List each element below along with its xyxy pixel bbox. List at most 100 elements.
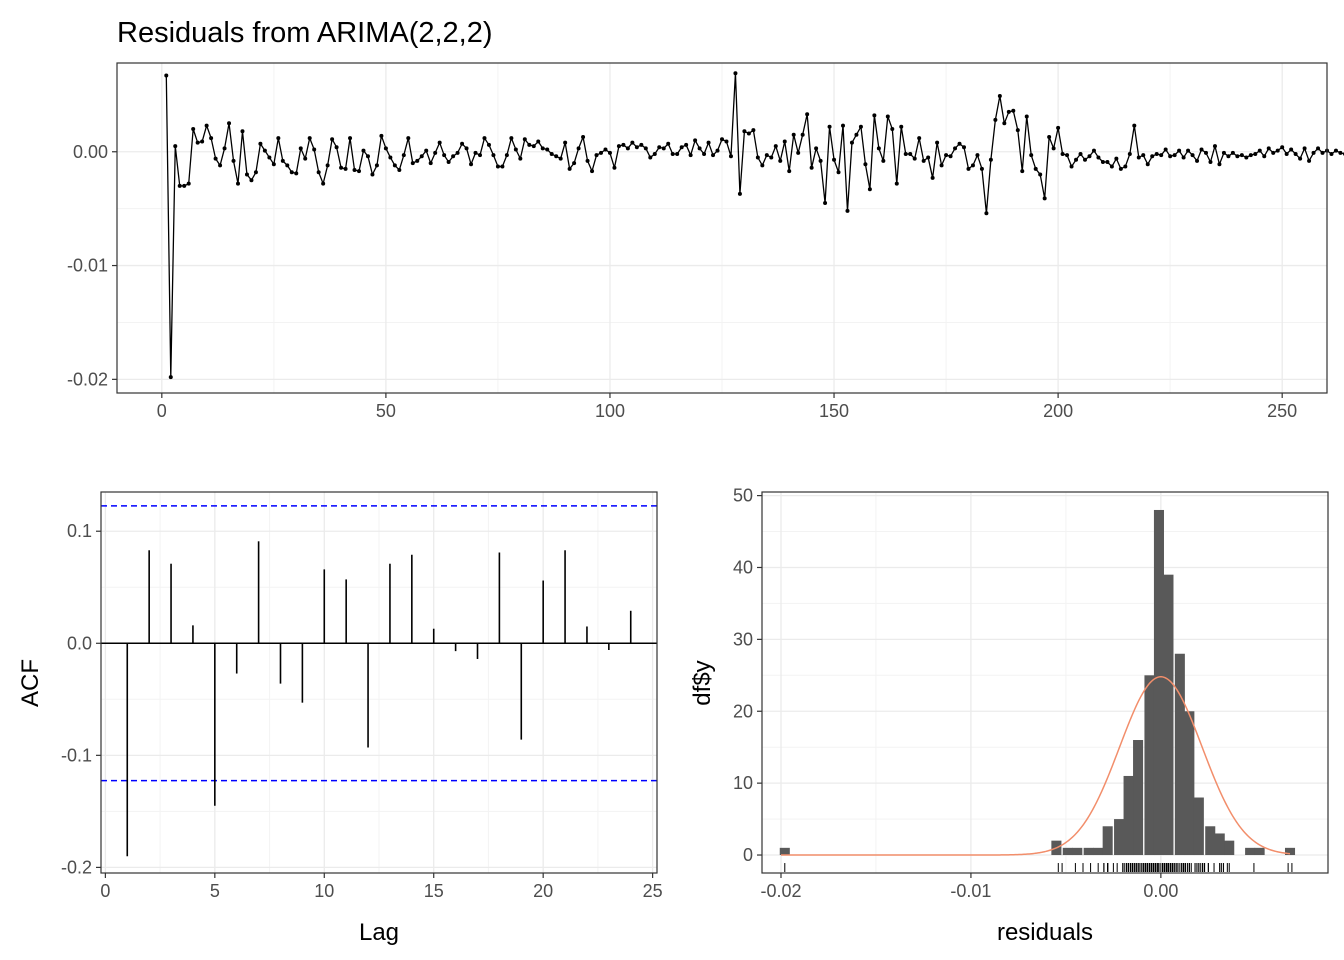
residual-point [1114,157,1118,161]
residual-point [1011,109,1015,113]
y-tick-label: -0.02 [67,369,108,389]
residual-point [218,163,222,167]
x-tick-label: 0.00 [1143,881,1178,901]
residual-point [335,145,339,149]
residual-point [236,182,240,186]
histogram-bar [1114,819,1124,855]
histogram-bar [1224,841,1234,855]
residual-point [733,71,737,75]
y-tick-label: 0.0 [67,633,92,653]
residual-point [590,169,594,173]
residual-point [545,147,549,151]
residual-point [1141,153,1145,157]
residual-point [258,142,262,146]
residual-point [787,169,791,173]
residual-point [1110,165,1114,169]
residual-point [397,168,401,172]
residual-point [949,154,953,158]
residual-point [724,140,728,144]
residual-point [975,153,979,157]
residual-point [1074,158,1078,162]
residual-point [451,154,455,158]
residual-point [308,136,312,140]
residual-point [1047,135,1051,139]
residual-point [482,136,486,140]
residual-point [742,129,746,133]
residual-point [792,133,796,137]
residual-point [877,146,881,150]
histogram-bar [1093,848,1103,855]
residual-point [1338,151,1342,155]
acf-panel: 0 5 10 15 20 25 -0.2 -0.1 0.0 0.1 Lag ACF [17,492,663,946]
residual-point [953,146,957,150]
residual-point [962,145,966,149]
residual-point [805,112,809,116]
residual-point [281,159,285,163]
residual-point [384,146,388,150]
residual-point [980,167,984,171]
residual-point [263,149,267,153]
acf-x-axis-label: Lag [359,919,399,946]
residual-point [747,132,751,136]
residual-point [1087,154,1091,158]
residual-point [267,155,271,159]
residual-point [550,152,554,156]
residual-point [931,176,935,180]
residual-point [823,201,827,205]
residual-point [711,153,715,157]
residual-point [164,74,168,78]
residual-point [662,146,666,150]
residual-point [420,154,424,158]
residual-point [1258,149,1262,153]
histogram-bar [1175,654,1185,855]
histogram-bar [1205,826,1215,855]
residual-point [648,155,652,159]
residual-point [657,145,661,149]
residual-point [917,136,921,140]
x-tick-label: 15 [424,881,444,901]
residual-point [1092,149,1096,153]
residual-point [1200,147,1204,151]
residual-point [922,159,926,163]
y-tick-label: 10 [733,773,753,793]
residual-point [895,182,899,186]
x-tick-label: 10 [314,881,334,901]
residual-point [518,157,522,161]
residual-point [859,125,863,129]
residual-point [1231,151,1235,155]
residual-point [1316,146,1320,150]
y-tick-label: -0.2 [61,857,92,877]
histogram-panel-border [762,492,1328,873]
residual-point [603,147,607,151]
residual-point [702,152,706,156]
residual-point [868,187,872,191]
residual-point [523,137,527,141]
residual-point [411,161,415,165]
x-tick-label: 25 [643,881,663,901]
residual-point [1312,151,1316,155]
residual-point [760,163,764,167]
residual-point [406,136,410,140]
residual-point [375,163,379,167]
residual-point [774,144,778,148]
residual-point [693,138,697,142]
residual-point [675,152,679,156]
acf-grid [101,492,657,873]
residual-point [424,149,428,153]
residual-point [1213,144,1217,148]
residual-point [586,159,590,163]
residual-point [958,142,962,146]
residual-point [890,127,894,131]
residual-point [370,173,374,177]
residual-point [1226,154,1230,158]
residual-point [1253,152,1257,156]
residual-point [317,170,321,174]
residual-point [1235,154,1239,158]
residual-point [769,155,773,159]
residual-point [460,142,464,146]
residual-point [254,170,258,174]
x-tick-label: 200 [1043,401,1073,421]
residual-point [1280,145,1284,149]
residual-point [765,153,769,157]
